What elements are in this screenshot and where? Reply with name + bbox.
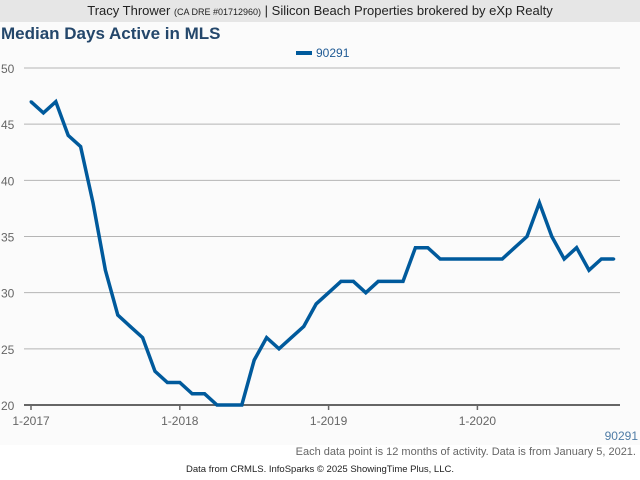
data-point [562,257,566,261]
brokerage-name: Silicon Beach Properties brokered by eXp… [271,3,553,18]
data-point [252,358,256,362]
data-point [302,324,306,328]
x-tick-label: 1-2020 [459,414,497,428]
y-tick-label: 30 [1,287,15,301]
line-chart: 20 25 30 35 40 45 50 1-2017 1-2018 1-2019 1-2020 [1,62,620,428]
data-point [500,257,504,261]
data-point [550,235,554,238]
data-point [438,257,442,261]
data-point [265,336,269,340]
data-point [426,246,430,250]
data-point [389,279,393,283]
header-separator: | [264,3,269,18]
data-point [314,302,318,306]
data-point [153,369,157,373]
y-tick-label: 45 [1,118,15,132]
data-point [525,235,529,238]
data-point [475,257,479,261]
data-point [116,313,120,317]
data-point [240,403,244,407]
x-tick-label: 1-2018 [161,414,199,428]
data-point [41,111,45,115]
data-point [91,201,95,205]
data-point [401,279,405,283]
legend-label: 90291 [316,46,350,60]
data-point [612,257,616,261]
data-point [165,381,169,385]
agent-header: Tracy Thrower (CA DRE #01712960) | Silic… [0,0,640,22]
y-tick-label: 35 [1,231,15,245]
y-tick-label: 25 [1,343,15,357]
data-point [575,246,579,250]
data-point [277,347,281,351]
x-tick-label: 1-2017 [12,414,50,428]
data-point [289,336,293,340]
data-point [463,257,467,261]
y-tick-label: 40 [1,174,15,188]
data-point [66,133,70,137]
data-point [351,279,355,283]
y-tick-label: 50 [1,62,15,76]
chart-panel [0,22,640,445]
data-point [178,381,182,385]
data-point [141,336,145,340]
data-note: Each data point is 12 months of activity… [295,446,636,458]
agent-license: (CA DRE #01712960) [173,7,262,17]
data-point [451,257,455,261]
legend-item[interactable]: 90291 [296,46,349,60]
chart-title: Median Days Active in MLS [1,24,221,43]
data-point [227,403,231,407]
legend-swatch [296,51,312,55]
data-point [488,257,492,261]
data-point [327,291,331,295]
data-point [215,403,219,407]
x-tick-label: 1-2019 [310,414,348,428]
data-point [29,100,33,104]
data-point [376,279,380,283]
data-credit: Data from CRMLS. InfoSparks © 2025 Showi… [185,464,454,475]
y-tick-label: 20 [1,399,15,413]
data-point [128,324,132,328]
data-point [54,100,58,104]
data-point [339,279,343,283]
data-point [103,268,107,272]
data-point [513,246,517,250]
data-point [79,145,83,149]
series-line-90291 [29,98,614,407]
data-point [413,246,417,250]
agent-name: Tracy Thrower [87,3,171,18]
data-point [587,268,591,272]
data-point [364,291,368,295]
data-point [537,201,541,205]
data-point [599,257,603,261]
data-point [190,392,194,396]
data-point [203,392,207,396]
x-axis-series-label: 90291 [604,429,638,443]
